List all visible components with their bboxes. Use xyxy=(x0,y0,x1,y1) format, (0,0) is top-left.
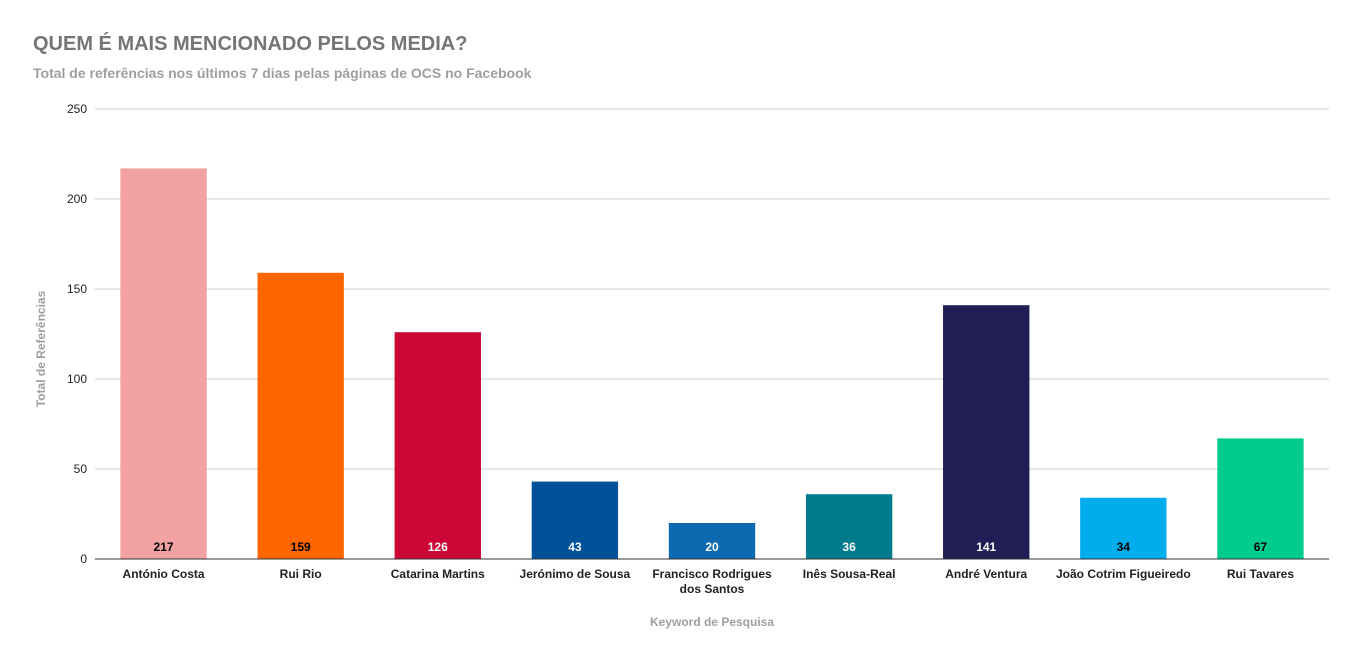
bar-value-label: 159 xyxy=(291,540,311,554)
bar-value-label: 126 xyxy=(428,540,448,554)
bar xyxy=(805,494,893,559)
x-category-label: Inês Sousa-Real xyxy=(803,567,896,581)
x-axis-title: Keyword de Pesquisa xyxy=(650,615,774,629)
bar xyxy=(668,523,756,559)
x-category-label: João Cotrim Figueiredo xyxy=(1056,567,1191,581)
x-axis-categories: António Costa Rui Rio Catarina Martins Jeró… xyxy=(123,567,1295,596)
x-category-label: André Ventura xyxy=(945,567,1027,581)
bar xyxy=(943,305,1030,559)
y-axis-title: Total de Referências xyxy=(34,290,48,407)
chart-title: QUEM É MAIS MENCIONADO PELOS MEDIA? xyxy=(33,33,468,55)
x-category-label: Francisco Rodrigues xyxy=(652,567,772,581)
x-category-label: Catarina Martins xyxy=(391,567,485,581)
y-tick-label: 250 xyxy=(67,102,87,116)
y-tick-label: 0 xyxy=(80,552,87,566)
bar-value-label: 67 xyxy=(1254,540,1268,554)
bar xyxy=(1217,438,1304,559)
y-tick-label: 100 xyxy=(67,372,87,386)
bars: 217 159 126 43 20 36 141 34 67 xyxy=(120,168,1304,559)
bar-value-label: 43 xyxy=(568,540,582,554)
chart-subtitle: Total de referências nos últimos 7 dias … xyxy=(33,65,532,81)
bar xyxy=(120,168,207,559)
bar-value-label: 36 xyxy=(842,540,856,554)
bar-value-label: 20 xyxy=(705,540,719,554)
y-tick-label: 200 xyxy=(67,192,87,206)
x-category-label: Jerónimo de Sousa xyxy=(520,567,631,581)
y-axis-ticks: 0 50 100 150 200 250 xyxy=(67,102,87,566)
bar-value-label: 141 xyxy=(976,540,996,554)
bar xyxy=(257,272,344,559)
x-category-label: dos Santos xyxy=(680,582,745,596)
y-tick-label: 150 xyxy=(67,282,87,296)
bar xyxy=(531,481,619,559)
bar-value-label: 34 xyxy=(1117,540,1131,554)
bar xyxy=(394,332,481,559)
x-category-label: Rui Rio xyxy=(280,567,322,581)
x-category-label: António Costa xyxy=(123,567,205,581)
bar-value-label: 217 xyxy=(154,540,174,554)
bar xyxy=(1080,497,1167,559)
x-category-label: Rui Tavares xyxy=(1227,567,1294,581)
y-tick-label: 50 xyxy=(74,462,88,476)
